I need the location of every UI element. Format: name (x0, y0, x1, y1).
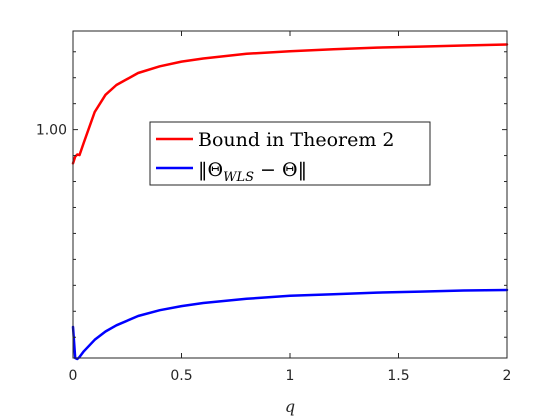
series-layer (71, 43, 509, 361)
ticks-layer (72, 31, 508, 358)
x-tick-label: 0.5 (170, 368, 192, 384)
x-tick-label: 1 (286, 368, 295, 384)
x-tick-label: 1.5 (387, 368, 409, 384)
legend: Bound in Theorem 2 ‖ΘWLS − Θ‖ (149, 121, 431, 186)
x-tick-label: 2 (503, 368, 512, 384)
legend-label-error: ‖ΘWLS − Θ‖ (198, 159, 307, 185)
legend-error-mid: − Θ (254, 159, 298, 181)
tick-labels: 0 0.5 1 1.5 2 1.00 (36, 123, 512, 384)
y-tick-label: 1.00 (36, 123, 67, 139)
legend-box (149, 121, 431, 186)
legend-error-sub: WLS (223, 170, 254, 185)
series-line-1 (71, 288, 509, 361)
legend-error-close: ‖ (298, 159, 308, 181)
legend-label-bound: Bound in Theorem 2 (198, 129, 395, 151)
legend-error-open: ‖Θ (198, 159, 223, 181)
x-tick-label: 0 (69, 368, 78, 384)
series-line-0 (71, 43, 509, 165)
x-axis-label: q (285, 397, 295, 416)
plot-background (73, 31, 507, 358)
